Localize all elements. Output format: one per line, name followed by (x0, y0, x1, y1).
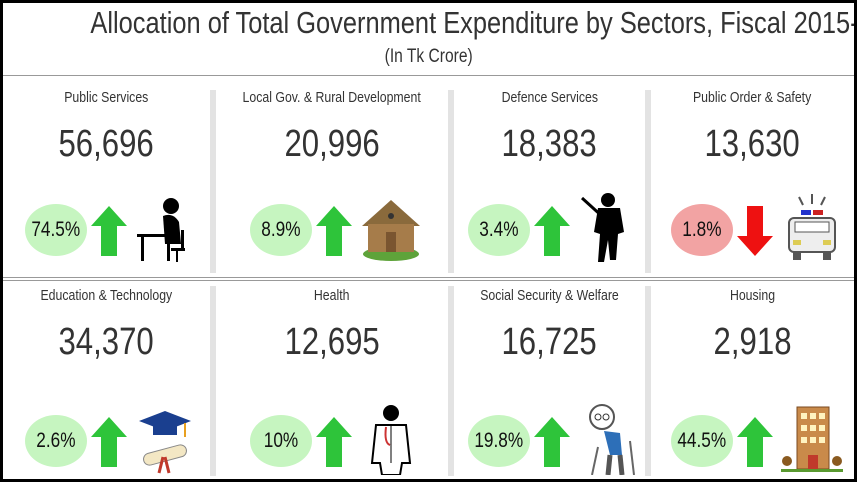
sector-card-defence-services: Defence Services 18,383 3.4% (454, 78, 645, 273)
sector-label-text: Public Order & Safety (693, 89, 812, 106)
sector-label-text: Local Gov. & Rural Development (242, 89, 422, 106)
change-badge: 74.5% (24, 204, 87, 256)
change-badge: 1.8% (670, 204, 733, 256)
column-separator (645, 90, 651, 273)
subtitle-text: (In Tk Crore) (384, 46, 473, 67)
sector-card-education-technology: Education & Technology 34,370 2.6% (3, 283, 210, 478)
hut-icon (362, 200, 420, 261)
arrow-up-icon (316, 417, 352, 467)
sector-value-text: 18,383 (501, 123, 598, 165)
change-text: 1.8% (681, 218, 722, 241)
sector-label-text: Defence Services (501, 89, 598, 106)
arrow-down-icon (736, 206, 773, 256)
sector-value: 56,696 (3, 123, 210, 166)
sector-value: 16,725 (454, 321, 645, 364)
sector-value-text: 2,918 (713, 321, 792, 363)
soldier-icon (580, 193, 624, 262)
sector-label: Social Security & Welfare (454, 287, 645, 304)
column-separator (210, 90, 216, 273)
change-badge: 19.8% (467, 415, 530, 467)
change-text: 2.6% (35, 429, 76, 452)
title-text: Allocation of Total Government Expenditu… (90, 5, 854, 40)
sector-label-text: Housing (729, 287, 776, 304)
sector-value: 20,996 (216, 123, 448, 166)
sector-card-housing: Housing 2,918 44.5% (651, 283, 854, 478)
sector-card-public-services: Public Services 56,696 74.5% (3, 78, 210, 273)
sector-label-text: Public Services (64, 89, 149, 106)
arrow-up-icon (90, 417, 127, 467)
divider (3, 280, 854, 281)
divider (3, 75, 854, 76)
sector-value-text: 16,725 (501, 321, 598, 363)
infographic: Allocation of Total Government Expenditu… (3, 3, 854, 479)
police-car-icon (787, 194, 836, 260)
apartment-building-icon (780, 406, 843, 472)
sector-value-text: 56,696 (58, 123, 155, 165)
arrow-up-icon (90, 206, 127, 256)
change-text: 74.5% (31, 218, 80, 241)
sector-label: Public Services (3, 89, 210, 106)
change-badge: 10% (250, 415, 312, 467)
sector-label: Local Gov. & Rural Development (216, 89, 448, 106)
sector-label-text: Education & Technology (40, 287, 173, 304)
sector-label-text: Social Security & Welfare (480, 287, 619, 304)
arrow-up-icon (736, 417, 773, 467)
sector-value-text: 34,370 (58, 321, 155, 363)
sector-label-text: Health (314, 287, 350, 304)
sector-value-text: 12,695 (284, 321, 380, 363)
change-text: 10% (263, 429, 299, 452)
sector-value: 12,695 (216, 321, 448, 364)
change-badge: 44.5% (670, 415, 733, 467)
change-badge: 3.4% (467, 204, 530, 256)
change-badge: 8.9% (250, 204, 312, 256)
sector-label: Health (216, 287, 448, 304)
sector-value-text: 13,630 (704, 123, 801, 165)
person-at-desk-icon (136, 198, 185, 262)
change-badge: 2.6% (24, 415, 87, 467)
sector-value: 34,370 (3, 321, 210, 364)
sector-label: Public Order & Safety (651, 89, 854, 106)
sector-card-local-gov-rural-development: Local Gov. & Rural Development 20,996 8.… (216, 78, 448, 273)
arrow-up-icon (533, 417, 570, 467)
change-text: 8.9% (261, 218, 301, 241)
sector-value: 2,918 (651, 321, 854, 364)
change-text: 19.8% (474, 429, 523, 452)
arrow-up-icon (533, 206, 570, 256)
graduation-cap-diploma-icon (138, 411, 191, 474)
arrow-up-icon (316, 206, 352, 256)
sector-label: Defence Services (454, 89, 645, 106)
sector-card-social-security-welfare: Social Security & Welfare 16,725 19.8% (454, 283, 645, 478)
elderly-person-icon (588, 404, 635, 475)
doctor-icon (370, 405, 412, 475)
sector-value: 13,630 (651, 123, 854, 166)
sector-label: Education & Technology (3, 287, 210, 304)
sector-value-text: 20,996 (284, 123, 380, 165)
column-separator (645, 286, 651, 476)
sector-card-health: Health 12,695 10% (216, 283, 448, 478)
column-separator (448, 286, 454, 476)
change-text: 44.5% (677, 429, 726, 452)
sector-label: Housing (651, 287, 854, 304)
subtitle: (In Tk Crore) (3, 46, 854, 68)
page-title: Allocation of Total Government Expenditu… (3, 5, 854, 41)
divider (3, 277, 854, 278)
sector-card-public-order-safety: Public Order & Safety 13,630 1.8% (651, 78, 854, 273)
column-separator (448, 90, 454, 273)
sector-value: 18,383 (454, 123, 645, 166)
column-separator (210, 286, 216, 476)
change-text: 3.4% (478, 218, 519, 241)
